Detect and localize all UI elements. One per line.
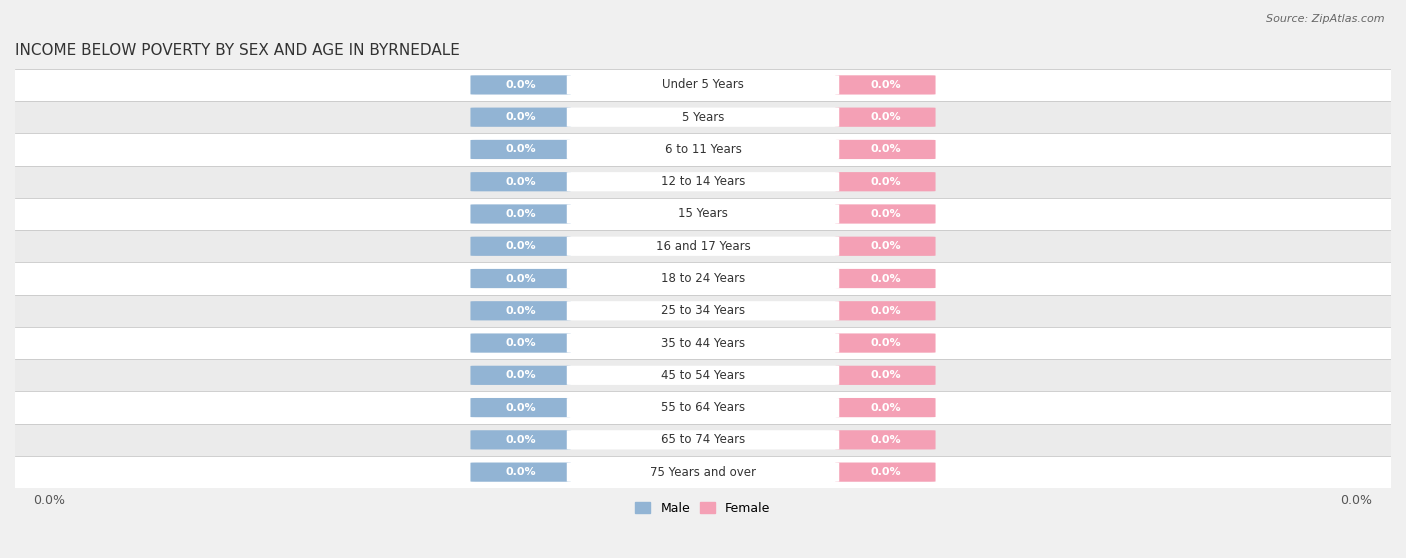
- FancyBboxPatch shape: [835, 204, 935, 224]
- Text: 0.0%: 0.0%: [505, 145, 536, 155]
- Bar: [15, 424, 1391, 456]
- Bar: [15, 392, 1391, 424]
- Text: 0.0%: 0.0%: [870, 435, 901, 445]
- Bar: [15, 230, 1391, 262]
- Text: 0.0%: 0.0%: [870, 209, 901, 219]
- Text: 0.0%: 0.0%: [870, 145, 901, 155]
- FancyBboxPatch shape: [835, 301, 935, 320]
- Text: 6 to 11 Years: 6 to 11 Years: [665, 143, 741, 156]
- FancyBboxPatch shape: [471, 463, 571, 482]
- Text: 0.0%: 0.0%: [505, 273, 536, 283]
- FancyBboxPatch shape: [471, 140, 571, 159]
- FancyBboxPatch shape: [835, 269, 935, 288]
- FancyBboxPatch shape: [835, 237, 935, 256]
- FancyBboxPatch shape: [471, 269, 571, 288]
- Text: 0.0%: 0.0%: [505, 435, 536, 445]
- Text: 15 Years: 15 Years: [678, 208, 728, 220]
- Bar: [15, 101, 1391, 133]
- Text: 75 Years and over: 75 Years and over: [650, 465, 756, 479]
- Text: 55 to 64 Years: 55 to 64 Years: [661, 401, 745, 414]
- FancyBboxPatch shape: [471, 365, 571, 385]
- Text: 25 to 34 Years: 25 to 34 Years: [661, 304, 745, 318]
- FancyBboxPatch shape: [835, 140, 935, 159]
- Text: 0.0%: 0.0%: [870, 338, 901, 348]
- FancyBboxPatch shape: [567, 430, 839, 450]
- FancyBboxPatch shape: [471, 204, 571, 224]
- FancyBboxPatch shape: [835, 398, 935, 417]
- FancyBboxPatch shape: [471, 301, 571, 320]
- FancyBboxPatch shape: [567, 204, 839, 224]
- Text: 0.0%: 0.0%: [870, 177, 901, 187]
- FancyBboxPatch shape: [835, 430, 935, 450]
- Text: 12 to 14 Years: 12 to 14 Years: [661, 175, 745, 188]
- Text: 0.0%: 0.0%: [870, 371, 901, 381]
- Bar: [15, 198, 1391, 230]
- Bar: [15, 166, 1391, 198]
- Text: 0.0%: 0.0%: [870, 241, 901, 251]
- Text: 0.0%: 0.0%: [505, 306, 536, 316]
- FancyBboxPatch shape: [567, 398, 839, 417]
- Text: 18 to 24 Years: 18 to 24 Years: [661, 272, 745, 285]
- FancyBboxPatch shape: [835, 108, 935, 127]
- Text: 0.0%: 0.0%: [505, 371, 536, 381]
- Text: Source: ZipAtlas.com: Source: ZipAtlas.com: [1267, 14, 1385, 24]
- FancyBboxPatch shape: [567, 140, 839, 159]
- FancyBboxPatch shape: [567, 172, 839, 191]
- Text: 0.0%: 0.0%: [870, 80, 901, 90]
- FancyBboxPatch shape: [471, 108, 571, 127]
- Text: 0.0%: 0.0%: [505, 209, 536, 219]
- Text: 0.0%: 0.0%: [505, 402, 536, 412]
- Text: 0.0%: 0.0%: [505, 112, 536, 122]
- Text: 35 to 44 Years: 35 to 44 Years: [661, 336, 745, 349]
- Legend: Male, Female: Male, Female: [630, 497, 776, 519]
- FancyBboxPatch shape: [567, 237, 839, 256]
- FancyBboxPatch shape: [567, 334, 839, 353]
- Text: 0.0%: 0.0%: [870, 306, 901, 316]
- FancyBboxPatch shape: [835, 172, 935, 191]
- Text: 0.0%: 0.0%: [870, 467, 901, 477]
- Text: INCOME BELOW POVERTY BY SEX AND AGE IN BYRNEDALE: INCOME BELOW POVERTY BY SEX AND AGE IN B…: [15, 43, 460, 58]
- FancyBboxPatch shape: [835, 365, 935, 385]
- Text: 0.0%: 0.0%: [505, 467, 536, 477]
- Bar: [15, 359, 1391, 392]
- Bar: [15, 262, 1391, 295]
- FancyBboxPatch shape: [835, 75, 935, 94]
- FancyBboxPatch shape: [567, 463, 839, 482]
- Text: 16 and 17 Years: 16 and 17 Years: [655, 240, 751, 253]
- Bar: [15, 133, 1391, 166]
- Bar: [15, 327, 1391, 359]
- Text: 0.0%: 0.0%: [505, 241, 536, 251]
- Text: 0.0%: 0.0%: [505, 177, 536, 187]
- Text: 65 to 74 Years: 65 to 74 Years: [661, 434, 745, 446]
- FancyBboxPatch shape: [835, 463, 935, 482]
- FancyBboxPatch shape: [567, 365, 839, 385]
- FancyBboxPatch shape: [471, 75, 571, 94]
- FancyBboxPatch shape: [835, 334, 935, 353]
- Bar: [15, 69, 1391, 101]
- FancyBboxPatch shape: [471, 334, 571, 353]
- Text: 0.0%: 0.0%: [505, 338, 536, 348]
- FancyBboxPatch shape: [471, 172, 571, 191]
- FancyBboxPatch shape: [471, 398, 571, 417]
- FancyBboxPatch shape: [567, 269, 839, 288]
- Text: 0.0%: 0.0%: [870, 402, 901, 412]
- FancyBboxPatch shape: [567, 75, 839, 94]
- Bar: [15, 456, 1391, 488]
- Text: 0.0%: 0.0%: [870, 273, 901, 283]
- FancyBboxPatch shape: [567, 301, 839, 320]
- FancyBboxPatch shape: [567, 108, 839, 127]
- Text: 0.0%: 0.0%: [505, 80, 536, 90]
- Text: 5 Years: 5 Years: [682, 110, 724, 124]
- FancyBboxPatch shape: [471, 430, 571, 450]
- Text: Under 5 Years: Under 5 Years: [662, 79, 744, 92]
- Bar: [15, 295, 1391, 327]
- Text: 0.0%: 0.0%: [870, 112, 901, 122]
- FancyBboxPatch shape: [471, 237, 571, 256]
- Text: 45 to 54 Years: 45 to 54 Years: [661, 369, 745, 382]
